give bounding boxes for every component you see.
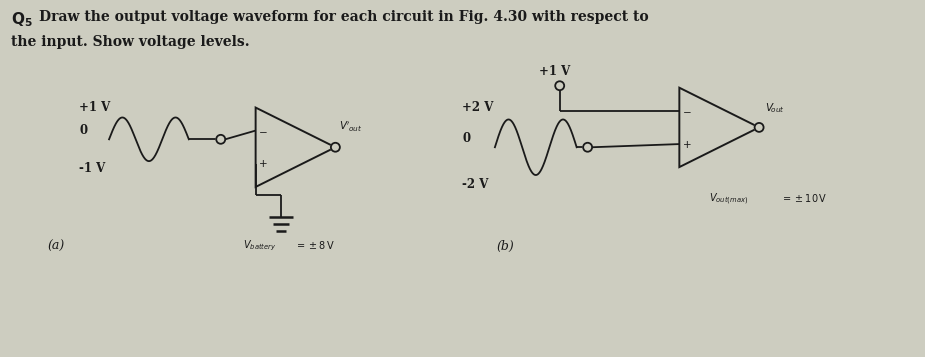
Text: +1 V: +1 V	[80, 101, 110, 114]
Text: $V_{\mathit{out(max)}}$: $V_{\mathit{out(max)}}$	[709, 192, 748, 207]
Text: $= \pm 10\,\mathrm{V}$: $= \pm 10\,\mathrm{V}$	[781, 192, 828, 204]
Text: $\mathbf{Q_5}$: $\mathbf{Q_5}$	[11, 10, 33, 29]
Text: 0: 0	[80, 124, 87, 137]
Circle shape	[755, 123, 764, 132]
Text: $-$: $-$	[682, 106, 691, 116]
Text: $+$: $+$	[258, 159, 267, 170]
Text: the input. Show voltage levels.: the input. Show voltage levels.	[11, 35, 250, 49]
Text: -1 V: -1 V	[80, 162, 105, 175]
Text: $V_{\!\mathit{out}}$: $V_{\!\mathit{out}}$	[765, 102, 785, 116]
Text: $+$: $+$	[682, 139, 691, 150]
Text: Draw the output voltage waveform for each circuit in Fig. 4.30 with respect to: Draw the output voltage waveform for eac…	[39, 10, 649, 24]
Text: (b): (b)	[496, 240, 513, 253]
Text: (a): (a)	[47, 240, 65, 253]
Text: $= \pm 8\,\mathrm{V}$: $= \pm 8\,\mathrm{V}$	[294, 238, 335, 251]
Circle shape	[555, 81, 564, 90]
Text: $-$: $-$	[258, 126, 267, 136]
Circle shape	[216, 135, 225, 144]
Text: $V'_{\!\mathit{out}}$: $V'_{\!\mathit{out}}$	[339, 120, 363, 134]
Text: +1 V: +1 V	[539, 65, 571, 78]
Text: 0: 0	[462, 132, 470, 145]
Text: +2 V: +2 V	[462, 101, 493, 114]
Circle shape	[583, 143, 592, 152]
Circle shape	[331, 143, 339, 152]
Text: -2 V: -2 V	[462, 178, 488, 191]
Text: $V_{\mathit{battery}}$: $V_{\mathit{battery}}$	[242, 238, 277, 253]
